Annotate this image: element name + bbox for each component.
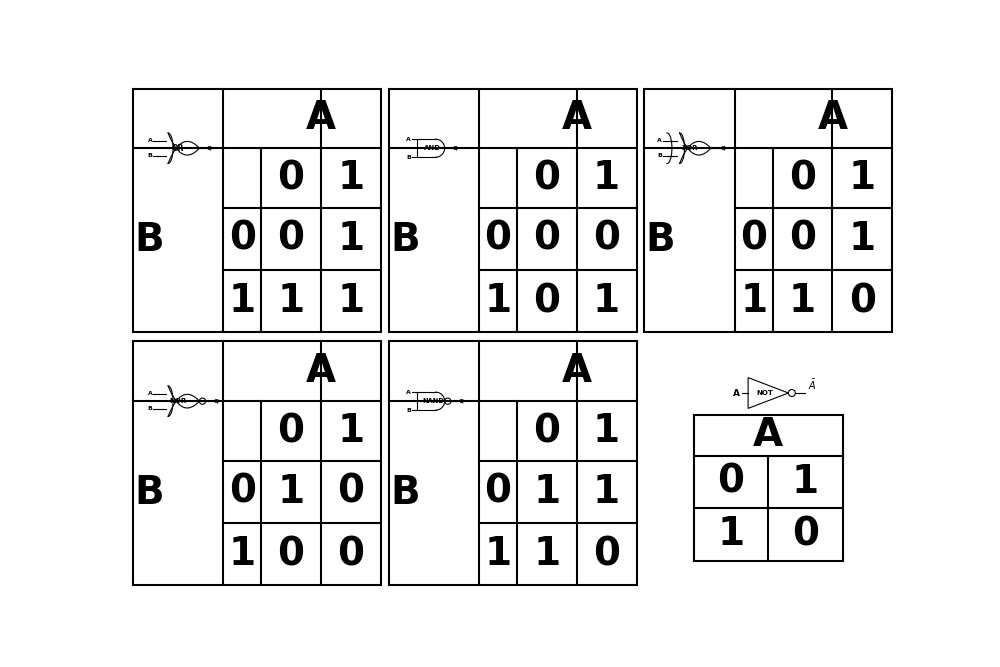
Text: Q: Q — [213, 399, 219, 404]
Text: 1: 1 — [849, 159, 876, 197]
Bar — [388, 89, 637, 332]
Text: A: A — [733, 388, 740, 398]
Text: 0: 0 — [277, 159, 304, 197]
Text: 1: 1 — [849, 220, 876, 258]
Bar — [133, 342, 381, 585]
Text: 0: 0 — [533, 159, 560, 197]
Bar — [694, 415, 843, 561]
Text: XOR: XOR — [682, 145, 698, 151]
Text: 1: 1 — [593, 282, 620, 320]
Text: A: A — [406, 137, 411, 141]
Text: B: B — [646, 221, 675, 259]
Text: Q: Q — [207, 145, 212, 151]
Bar — [133, 89, 381, 332]
Text: $\bar{A}$: $\bar{A}$ — [808, 378, 817, 392]
Text: 1: 1 — [593, 159, 620, 197]
Text: B: B — [657, 153, 662, 158]
Text: A: A — [148, 391, 152, 396]
Text: B: B — [148, 406, 152, 412]
Text: 1: 1 — [789, 282, 816, 320]
Text: 0: 0 — [718, 463, 745, 501]
Text: 0: 0 — [593, 535, 620, 573]
Text: 1: 1 — [740, 282, 767, 320]
Text: OR: OR — [172, 143, 184, 153]
Text: 1: 1 — [533, 535, 560, 573]
Text: Q: Q — [453, 145, 458, 151]
Text: A: A — [562, 352, 592, 390]
Text: Q: Q — [459, 399, 464, 404]
Text: 1: 1 — [337, 412, 364, 450]
Text: A: A — [306, 352, 336, 390]
Text: 0: 0 — [277, 412, 304, 450]
Text: 0: 0 — [337, 535, 364, 573]
Text: B: B — [390, 221, 420, 259]
Text: 0: 0 — [277, 535, 304, 573]
Text: NAND: NAND — [422, 398, 444, 404]
Text: 1: 1 — [337, 282, 364, 320]
Text: 0: 0 — [484, 473, 511, 511]
Text: A: A — [406, 390, 411, 395]
Text: B: B — [134, 474, 164, 512]
Text: 1: 1 — [593, 473, 620, 511]
Text: B: B — [406, 155, 411, 159]
Text: A: A — [817, 99, 847, 137]
Text: 0: 0 — [229, 473, 256, 511]
Text: A: A — [148, 138, 152, 143]
Text: B: B — [134, 221, 164, 259]
Text: 1: 1 — [484, 282, 511, 320]
Text: 0: 0 — [593, 220, 620, 258]
Text: A: A — [657, 138, 662, 143]
Text: B: B — [148, 153, 152, 158]
Text: AND: AND — [424, 145, 441, 151]
Text: 1: 1 — [229, 535, 256, 573]
Text: Q: Q — [721, 145, 726, 151]
Text: 1: 1 — [337, 220, 364, 258]
Text: 1: 1 — [533, 473, 560, 511]
Text: 0: 0 — [789, 159, 816, 197]
Text: 0: 0 — [229, 220, 256, 258]
Text: A: A — [306, 99, 336, 137]
Text: 0: 0 — [849, 282, 876, 320]
Text: 1: 1 — [277, 473, 305, 511]
Text: 1: 1 — [277, 282, 305, 320]
Text: 1: 1 — [484, 535, 511, 573]
Text: 1: 1 — [337, 159, 364, 197]
Text: 0: 0 — [533, 412, 560, 450]
Text: 0: 0 — [533, 220, 560, 258]
Text: 0: 0 — [277, 220, 304, 258]
Text: 0: 0 — [337, 473, 364, 511]
Text: NOT: NOT — [757, 390, 774, 396]
Text: B: B — [406, 408, 411, 413]
Text: 1: 1 — [229, 282, 256, 320]
Text: A: A — [562, 99, 592, 137]
Bar — [388, 342, 637, 585]
Text: 0: 0 — [789, 220, 816, 258]
Text: A: A — [753, 416, 783, 454]
Text: 0: 0 — [533, 282, 560, 320]
Text: 1: 1 — [717, 516, 745, 554]
Bar — [644, 89, 892, 332]
Text: 0: 0 — [792, 516, 819, 554]
Text: NOR: NOR — [170, 398, 187, 404]
Text: 1: 1 — [792, 463, 819, 501]
Text: B: B — [390, 474, 420, 512]
Text: 1: 1 — [593, 412, 620, 450]
Text: 0: 0 — [484, 220, 511, 258]
Text: 0: 0 — [740, 220, 767, 258]
